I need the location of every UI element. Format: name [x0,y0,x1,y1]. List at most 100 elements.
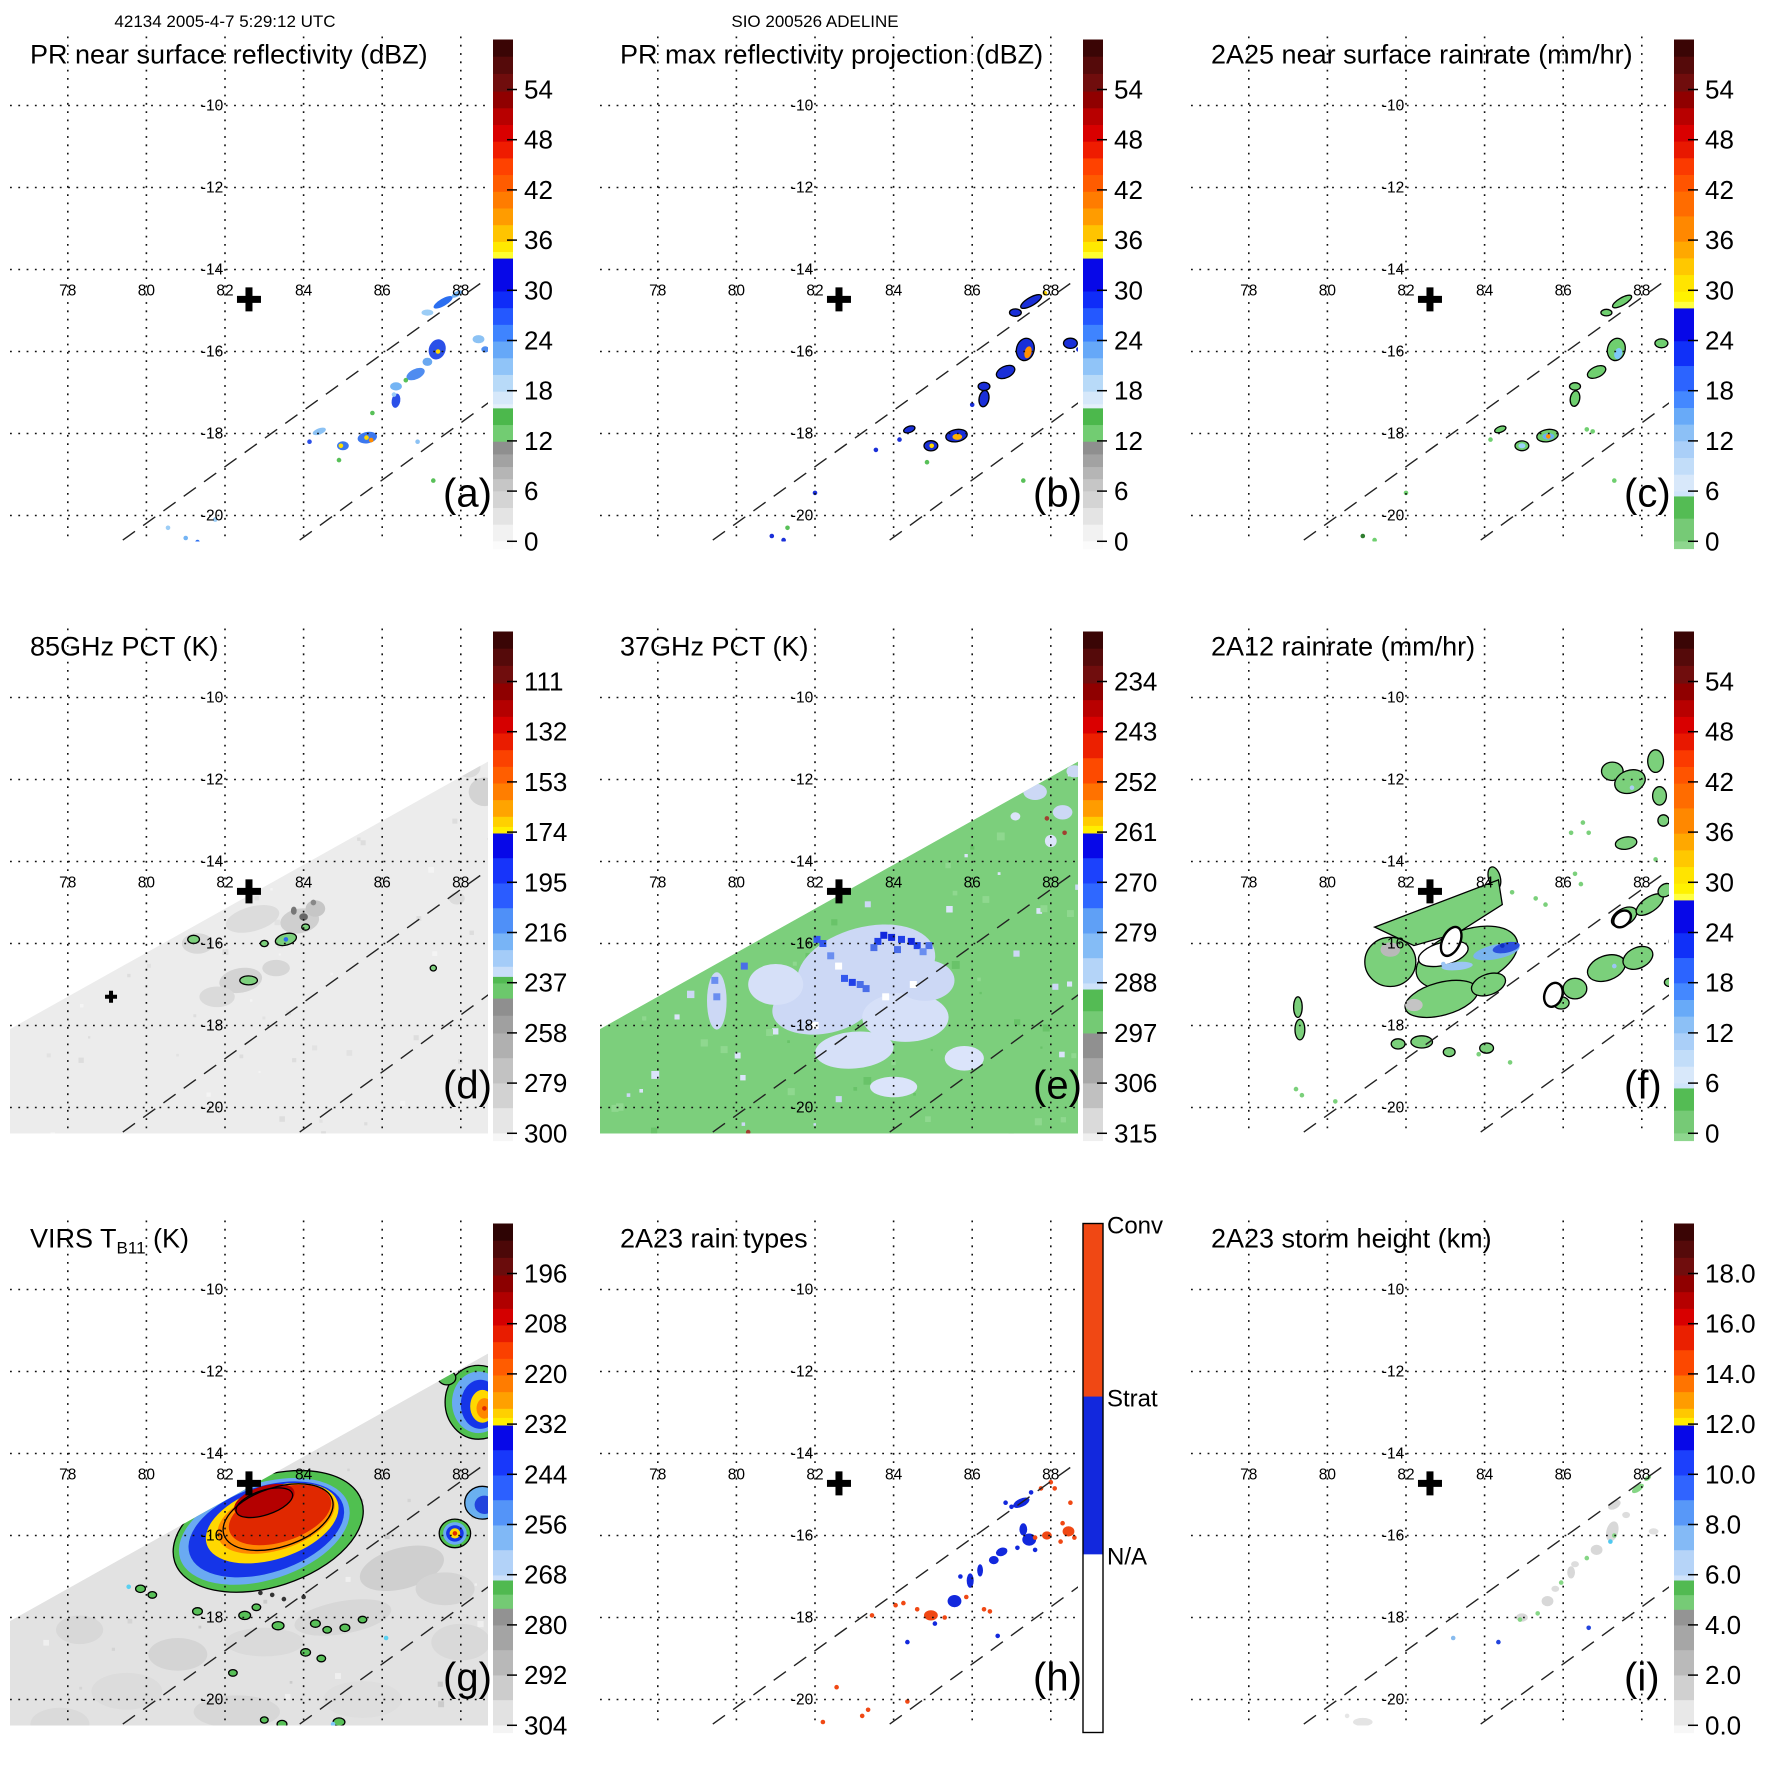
svg-text:80: 80 [138,875,156,892]
colorbar-tick: 111 [524,667,564,697]
map-area-a [165,290,488,542]
svg-text:86: 86 [1555,875,1572,892]
pr-swath-dashed-lines [1303,869,1669,1133]
colorbar-tick: 42 [1705,175,1734,205]
colorbar-tick: 24 [1114,326,1143,356]
colorbar-tick: 36 [1705,225,1734,255]
pr-swath-dashed-lines [712,277,1078,541]
svg-text:78: 78 [1240,875,1257,892]
svg-text:86: 86 [964,283,981,300]
lat-lon-grid [10,628,488,1134]
colorbar-e: 234 243 252 261 270 279 288 297 306 315 [1083,631,1157,1148]
svg-text:-16: -16 [1382,344,1404,361]
svg-text:78: 78 [649,875,666,892]
colorbar-tick: 252 [1114,767,1157,797]
colorbar-tick: 54 [1705,75,1734,105]
lat-lon-grid [600,1220,1078,1726]
storm-center-cross [236,287,261,312]
svg-text:78: 78 [1240,1467,1257,1484]
colorbar-f: 54 48 42 36 30 24 18 12 6 0 [1674,631,1734,1148]
colorbar-tick: 48 [1705,125,1734,155]
storm-center-cross [826,287,851,312]
svg-text:84: 84 [295,875,313,892]
pr-swath-dashed-lines [122,277,488,541]
svg-text:-10: -10 [201,690,224,707]
svg-text:84: 84 [1476,283,1494,300]
svg-text:-20: -20 [1382,1692,1405,1709]
svg-text:-16: -16 [201,344,223,361]
lat-lon-grid [10,1220,488,1726]
panel-title: PR near surface reflectivity (dBZ) [30,40,428,70]
grid-labels: 78 80 82 84 86 88 -10 -12 -14 -16 -18 -20 [1240,1282,1650,1709]
svg-text:78: 78 [649,1467,666,1484]
svg-text:-16: -16 [791,936,813,953]
svg-text:-12: -12 [1382,180,1404,197]
pr-swath-dashed-lines [712,1461,1078,1725]
panel-letter: (d) [443,1064,492,1108]
svg-text:88: 88 [1633,1467,1650,1484]
svg-text:86: 86 [964,875,981,892]
panel-letter: (a) [443,472,492,516]
storm-center-cross [1417,879,1442,904]
colorbar-tick: 232 [524,1409,567,1439]
svg-text:-16: -16 [1382,1528,1404,1545]
colorbar-tick: 12 [1705,426,1734,456]
panel-title: 2A23 storm height (km) [1211,1224,1492,1254]
colorbar-tick: 6.0 [1705,1560,1741,1590]
panel-g-map: 78 80 82 84 86 88 -10 -12 -14 -16 -18 -20 VIRS TB11 … [10,1220,567,1740]
panel-title: 2A23 rain types [620,1224,808,1254]
svg-text:82: 82 [806,1467,823,1484]
colorbar-tick: 268 [524,1560,567,1590]
map-area-h [820,1479,1077,1725]
colorbar-tick: 12 [524,426,553,456]
svg-text:-14: -14 [791,1446,814,1463]
svg-text:-20: -20 [791,508,814,525]
panel-title: VIRS TB11 (K) [30,1224,189,1258]
colorbar-tick: 12 [1114,426,1143,456]
map-area-c [1360,294,1669,542]
svg-text:-10: -10 [791,98,814,115]
lat-lon-grid [1191,1220,1669,1726]
svg-text:-16: -16 [201,1528,223,1545]
colorbar-d: 111 132 153 174 195 216 237 258 279 300 [493,631,567,1148]
colorbar-tick: 30 [1705,275,1734,305]
panel-title: 2A12 rainrate (mm/hr) [1211,632,1475,662]
svg-text:-20: -20 [201,1692,224,1709]
colorbar-tick: 24 [524,326,553,356]
svg-text:80: 80 [728,875,746,892]
colorbar-tick: 220 [524,1359,567,1389]
colorbar-tick: 216 [524,918,567,948]
colorbar-tick: 42 [1705,767,1734,797]
colorbar-tick: 18.0 [1705,1259,1756,1289]
svg-text:86: 86 [1555,283,1572,300]
colorbar-label: Conv [1107,1213,1163,1240]
storm-center-cross [1417,1471,1442,1496]
colorbar-tick: 306 [1114,1068,1157,1098]
svg-text:82: 82 [216,1467,233,1484]
colorbar-tick: 244 [524,1459,567,1489]
svg-text:-12: -12 [201,1364,223,1381]
svg-text:80: 80 [1319,283,1337,300]
colorbar-tick: 208 [524,1309,567,1339]
lat-lon-grid [10,36,488,542]
data-features [1344,1475,1659,1726]
colorbar-tick: 279 [1114,918,1157,948]
colorbar-tick: 48 [1114,125,1143,155]
svg-text:82: 82 [806,875,823,892]
storm-center-cross [236,1471,261,1496]
colorbar-tick: 258 [524,1018,567,1048]
panel-c-map: 78 80 82 84 86 88 -10 -12 -14 -16 -18 -20 2A25 near … [1191,36,1734,556]
svg-text:80: 80 [138,1467,156,1484]
svg-text:84: 84 [295,1467,313,1484]
svg-text:84: 84 [1476,875,1494,892]
svg-text:-14: -14 [791,854,814,871]
colorbar-tick: 292 [524,1660,567,1690]
panel-d-map: 78 80 82 84 86 88 -10 -12 -14 -16 -18 -20 85GHz PCT … [10,628,567,1148]
svg-text:84: 84 [295,283,313,300]
storm-center-cross [826,879,851,904]
svg-text:80: 80 [138,283,156,300]
colorbar-tick: 54 [1705,667,1734,697]
svg-text:86: 86 [374,1467,391,1484]
storm-center-cross [826,1471,851,1496]
